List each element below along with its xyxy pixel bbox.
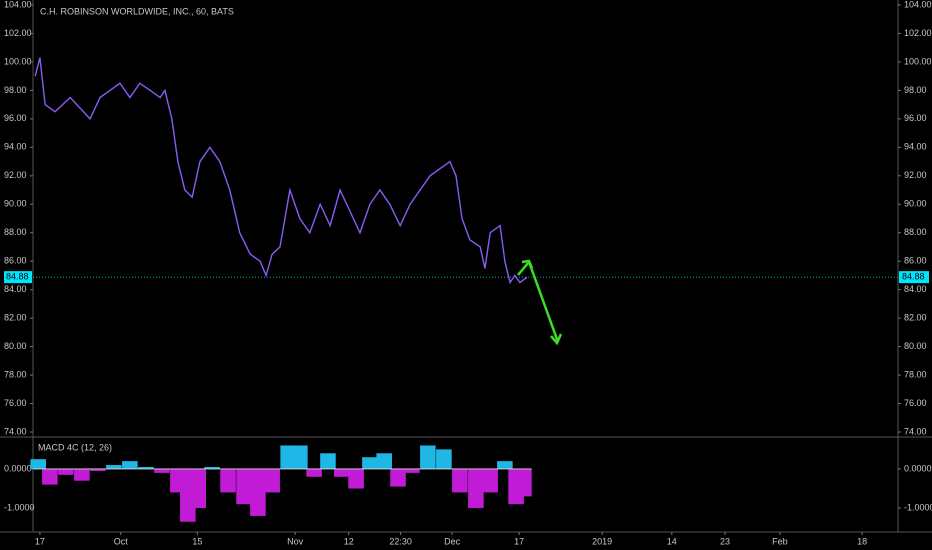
- y-tick-label: 96.00: [4, 113, 27, 123]
- arrow-annotation: [517, 259, 563, 346]
- macd-bar: [264, 468, 280, 493]
- last-price-label: 84.88: [902, 272, 925, 282]
- macd-bar: [42, 468, 58, 485]
- y-tick-label: 78.00: [4, 369, 27, 379]
- macd-bar: [106, 465, 122, 469]
- x-tick-label: Dec: [444, 536, 461, 546]
- macd-bar: [154, 468, 170, 473]
- macd-bar: [190, 468, 206, 509]
- x-tick-label: 15: [192, 536, 202, 546]
- y-tick-label: 102.00: [904, 28, 932, 38]
- y-tick-label: 74.00: [904, 426, 927, 436]
- y-tick-label: 78.00: [904, 369, 927, 379]
- macd-bar: [220, 468, 236, 493]
- macd-label: MACD 4C (12, 26): [38, 442, 112, 452]
- macd-bar: [452, 468, 468, 493]
- y-tick-label: 76.00: [4, 398, 27, 408]
- y-tick-label: 84.00: [904, 284, 927, 294]
- macd-bar: [482, 468, 498, 493]
- y-tick-label: 98.00: [904, 85, 927, 95]
- y-tick-label: 94.00: [4, 142, 27, 152]
- price-line: [34, 57, 528, 285]
- last-price-badge: [4, 271, 32, 284]
- y-tick-label: 88.00: [4, 227, 27, 237]
- last-price-badge: [899, 271, 929, 284]
- macd-bar: [74, 468, 90, 481]
- y-tick-label: 90.00: [4, 199, 27, 209]
- macd-bar: [348, 468, 364, 489]
- macd-bar: [376, 453, 392, 469]
- y-tick-label: 100.00: [904, 56, 932, 66]
- x-tick-label: Oct: [114, 536, 129, 546]
- macd-bar: [306, 468, 322, 477]
- y-tick-label: 86.00: [4, 256, 27, 266]
- y-tick-label: 76.00: [904, 398, 927, 408]
- y-tick-label: 98.00: [4, 85, 27, 95]
- y-tick-label: 92.00: [4, 170, 27, 180]
- macd-bar: [58, 468, 74, 475]
- y-tick-label: 104.00: [4, 0, 32, 9]
- x-tick-label: 17: [514, 536, 524, 546]
- macd-bar: [497, 461, 513, 469]
- x-tick-label: 22:30: [389, 536, 412, 546]
- y-tick-label: 82.00: [4, 313, 27, 323]
- y-tick-label: 80.00: [4, 341, 27, 351]
- macd-bar: [250, 468, 266, 516]
- y-tick-label: 80.00: [904, 341, 927, 351]
- y-tick-label: 88.00: [904, 227, 927, 237]
- y-tick-label: 92.00: [904, 170, 927, 180]
- x-tick-label: 17: [35, 536, 45, 546]
- x-tick-label: 23: [720, 536, 730, 546]
- macd-bar: [468, 468, 484, 509]
- macd-tick-label: -1.0000: [4, 502, 35, 512]
- x-tick-label: Nov: [287, 536, 304, 546]
- macd-bar: [122, 461, 138, 469]
- macd-bar: [138, 467, 154, 469]
- x-tick-label: 2019: [592, 536, 612, 546]
- macd-bar: [436, 449, 452, 469]
- x-tick-label: 14: [667, 536, 677, 546]
- macd-bar: [362, 457, 378, 469]
- y-tick-label: 82.00: [904, 313, 927, 323]
- macd-bar: [204, 467, 220, 469]
- macd-tick-label: 0.0000: [904, 463, 932, 473]
- y-tick-label: 104.00: [904, 0, 932, 9]
- macd-bar: [320, 453, 336, 469]
- y-tick-label: 100.00: [4, 56, 32, 66]
- x-tick-label: 18: [857, 536, 867, 546]
- y-tick-label: 96.00: [904, 113, 927, 123]
- macd-tick-label: -1.0000: [904, 502, 932, 512]
- macd-bar: [292, 445, 308, 469]
- macd-bar: [90, 468, 106, 471]
- macd-bar: [236, 468, 252, 505]
- macd-bar: [516, 468, 532, 497]
- last-price-label: 84.88: [6, 272, 29, 282]
- y-tick-label: 102.00: [4, 28, 32, 38]
- macd-tick-label: 0.0000: [4, 463, 32, 473]
- chart-title: C.H. ROBINSON WORLDWIDE, INC., 60, BATS: [40, 6, 234, 16]
- macd-bar: [420, 445, 436, 469]
- macd-bar: [30, 459, 46, 469]
- y-tick-label: 90.00: [904, 199, 927, 209]
- y-tick-label: 74.00: [4, 426, 27, 436]
- y-tick-label: 94.00: [904, 142, 927, 152]
- x-tick-label: 12: [344, 536, 354, 546]
- macd-bar: [404, 468, 420, 473]
- y-tick-label: 86.00: [904, 256, 927, 266]
- x-tick-label: Feb: [772, 536, 788, 546]
- macd-bar: [390, 468, 406, 487]
- macd-bar: [334, 468, 350, 477]
- y-tick-label: 84.00: [4, 284, 27, 294]
